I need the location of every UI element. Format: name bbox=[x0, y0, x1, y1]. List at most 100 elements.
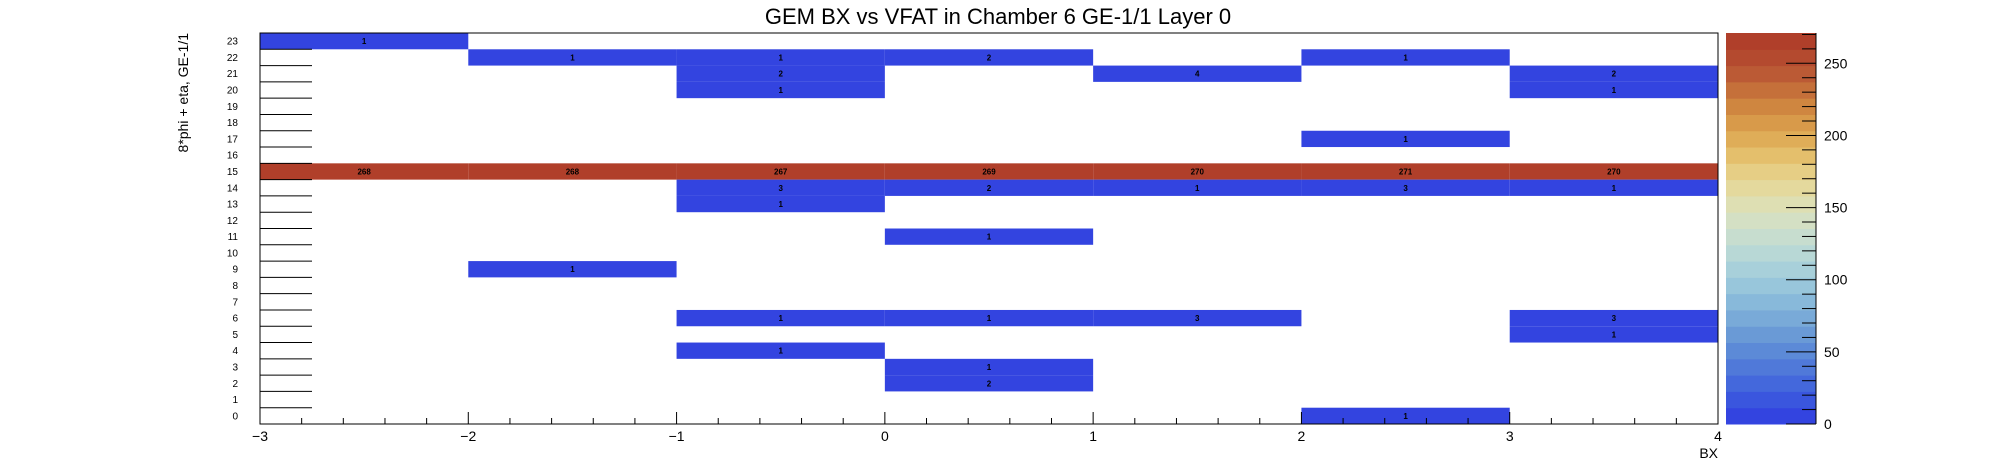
x-tick-label: 0 bbox=[881, 428, 889, 444]
y-axis-label: 8*phi + eta, GE-1/1 bbox=[175, 33, 191, 153]
colorbar-tick-label: 0 bbox=[1824, 416, 1832, 432]
cell-value-label: 1 bbox=[987, 233, 992, 242]
cell-value-label: 1 bbox=[362, 37, 367, 46]
colorbar-segment bbox=[1726, 179, 1816, 197]
heatmap-cell bbox=[1301, 163, 1510, 180]
cell-value-label: 1 bbox=[1403, 412, 1408, 421]
y-tick-label: 15 bbox=[227, 167, 239, 178]
cell-value-label: 1 bbox=[778, 200, 783, 209]
x-axis-label: BX bbox=[1699, 445, 1718, 461]
x-axis: −3 −2 −1 0 1 2 3 4 bbox=[252, 412, 1722, 444]
cell-value-label: 267 bbox=[774, 167, 788, 176]
heatmap-cell bbox=[884, 49, 1094, 66]
cell-value-label: 268 bbox=[357, 167, 371, 176]
heatmap-cell bbox=[1093, 163, 1302, 180]
heatmap-cell bbox=[884, 375, 1094, 392]
heatmap-cell bbox=[676, 309, 885, 327]
y-tick-label: 23 bbox=[227, 37, 239, 48]
heatmap-cell bbox=[884, 163, 1094, 180]
y-tick-label: 6 bbox=[232, 314, 238, 325]
y-tick-label: 22 bbox=[227, 53, 239, 64]
colorbar-segment bbox=[1726, 49, 1816, 67]
colorbar-tick-label: 200 bbox=[1824, 127, 1848, 143]
y-tick-label: 21 bbox=[227, 69, 239, 80]
heatmap-cell bbox=[676, 163, 885, 180]
cell-value-label: 2 bbox=[778, 70, 783, 79]
x-tick-label: −1 bbox=[669, 428, 685, 444]
cell-value-label: 2 bbox=[987, 184, 992, 193]
heatmap-cell bbox=[468, 261, 677, 278]
cell-value-label: 271 bbox=[1399, 167, 1413, 176]
colorbar-segment bbox=[1726, 163, 1816, 181]
cell-value-label: 3 bbox=[1403, 184, 1408, 193]
heatmap-cell bbox=[1093, 179, 1302, 196]
colorbar-tick-label: 250 bbox=[1824, 55, 1848, 71]
cell-value-label: 268 bbox=[566, 167, 580, 176]
heatmap-cell bbox=[260, 33, 469, 50]
heatmap-cell bbox=[1093, 309, 1302, 327]
heatmap-cell bbox=[1093, 65, 1302, 82]
colorbar-tick-label: 100 bbox=[1824, 272, 1848, 288]
colorbar-legend: 0 50 100 150 200 250 bbox=[1726, 33, 1848, 432]
cell-value-label: 1 bbox=[778, 86, 783, 95]
heatmap-cell-labels: 1 1 1 2 1 2 4 2 1 1 1 268 268 267 269 270 271 270 3 2 1 3 1 1 1 1… bbox=[357, 37, 1621, 421]
cell-value-label: 2 bbox=[987, 379, 992, 388]
chart-title: GEM BX vs VFAT in Chamber 6 GE-1/1 Layer… bbox=[765, 4, 1231, 29]
colorbar-segment bbox=[1726, 195, 1816, 213]
cell-value-label: 4 bbox=[1195, 70, 1200, 79]
heatmap-cell bbox=[676, 65, 885, 82]
colorbar-segment bbox=[1726, 65, 1816, 83]
colorbar-segment bbox=[1726, 114, 1816, 132]
cell-value-label: 270 bbox=[1191, 167, 1205, 176]
cell-value-label: 1 bbox=[987, 314, 992, 323]
y-tick-label: 1 bbox=[232, 395, 238, 406]
heatmap-cell bbox=[1509, 65, 1718, 82]
colorbar-segment bbox=[1726, 244, 1816, 262]
y-tick-label: 7 bbox=[232, 297, 238, 308]
colorbar-segment bbox=[1726, 391, 1816, 409]
colorbar-segment bbox=[1726, 293, 1816, 311]
cell-value-label: 2 bbox=[1612, 70, 1617, 79]
colorbar-segment bbox=[1726, 309, 1816, 327]
cell-value-label: 269 bbox=[982, 167, 996, 176]
heatmap-cell bbox=[1301, 130, 1510, 148]
heatmap-cell bbox=[676, 81, 885, 99]
heatmap-cell bbox=[884, 309, 1094, 327]
heatmap-cell bbox=[676, 179, 885, 196]
y-tick-label: 10 bbox=[227, 248, 239, 259]
heatmap-cell bbox=[1509, 179, 1718, 196]
y-tick-label: 8 bbox=[232, 281, 238, 292]
colorbar-segment bbox=[1726, 277, 1816, 295]
cell-value-label: 1 bbox=[778, 347, 783, 356]
cell-value-label: 1 bbox=[1195, 184, 1200, 193]
y-tick-label: 5 bbox=[232, 330, 238, 341]
heatmap-cell bbox=[1301, 49, 1510, 66]
y-tick-label: 17 bbox=[227, 134, 239, 145]
cell-value-label: 1 bbox=[1612, 330, 1617, 339]
heatmap-cell bbox=[1509, 309, 1718, 327]
y-tick-label: 13 bbox=[227, 200, 239, 211]
x-tick-label: 1 bbox=[1089, 428, 1097, 444]
heatmap-cell bbox=[884, 228, 1094, 245]
colorbar-tick-label: 150 bbox=[1824, 200, 1848, 216]
colorbar-segment bbox=[1726, 261, 1816, 278]
heatmap-cell bbox=[676, 49, 885, 66]
colorbar-tick-label: 50 bbox=[1824, 344, 1840, 360]
y-tick-label: 3 bbox=[232, 362, 238, 373]
colorbar-segment bbox=[1726, 81, 1816, 99]
y-tick-label: 20 bbox=[227, 86, 239, 97]
cell-value-label: 2 bbox=[987, 53, 992, 62]
colorbar-segment bbox=[1726, 326, 1816, 344]
cell-value-label: 1 bbox=[1403, 53, 1408, 62]
cell-value-label: 1 bbox=[1612, 86, 1617, 95]
colorbar-segment bbox=[1726, 130, 1816, 148]
cell-value-label: 1 bbox=[987, 363, 992, 372]
y-tick-label: 11 bbox=[228, 232, 239, 243]
heatmap-cell bbox=[1509, 326, 1718, 343]
cell-value-label: 3 bbox=[1195, 314, 1200, 323]
y-tick-label: 19 bbox=[227, 102, 239, 113]
heatmap-cell bbox=[676, 195, 885, 213]
y-tick-label: 9 bbox=[232, 265, 238, 276]
cell-value-label: 3 bbox=[1612, 314, 1617, 323]
